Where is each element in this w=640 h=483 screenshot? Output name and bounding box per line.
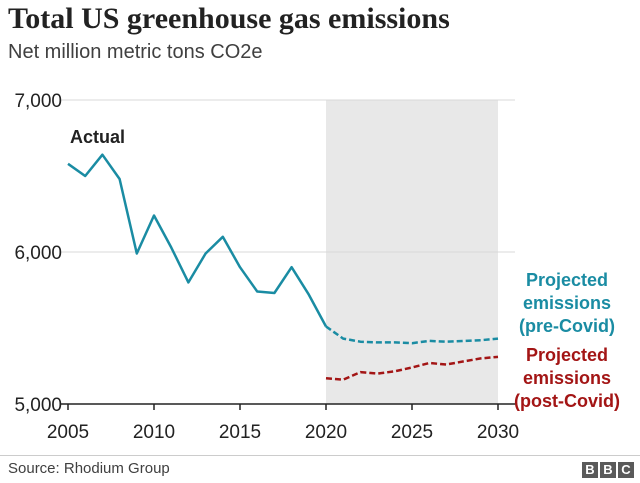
logo-letter: B	[582, 462, 598, 478]
annotation-post-covid: (post-Covid)	[514, 391, 620, 411]
x-tick-label: 2015	[219, 422, 261, 443]
x-tick-label: 2010	[133, 422, 175, 443]
chart-subtitle: Net million metric tons CO2e	[8, 41, 263, 63]
chart-title: Total US greenhouse gas emissions	[8, 2, 450, 35]
x-tick-label: 2025	[391, 422, 433, 443]
bbc-logo: B B C	[582, 462, 634, 478]
series-line-pre-covid	[325, 325, 499, 345]
x-tick-label: 2005	[47, 422, 89, 443]
y-tick-label: 6,000	[14, 243, 62, 264]
y-tick-label: 7,000	[14, 91, 62, 112]
annotation-pre-covid: emissions	[523, 293, 611, 313]
annotation-pre-covid: Projected	[526, 270, 608, 290]
footer-divider	[0, 455, 640, 456]
logo-letter: B	[600, 462, 616, 478]
source-note: Source: Rhodium Group	[8, 460, 170, 477]
logo-letter: C	[618, 462, 634, 478]
series-line-post-covid	[325, 355, 499, 381]
y-tick-label: 5,000	[14, 395, 62, 416]
x-tick-label: 2020	[305, 422, 347, 443]
annotation-actual: Actual	[70, 127, 125, 147]
annotation-pre-covid: (pre-Covid)	[519, 316, 615, 336]
x-tick-label: 2030	[477, 422, 519, 443]
annotation-post-covid: Projected	[526, 345, 608, 365]
series-line-actual	[67, 153, 328, 328]
annotation-post-covid: emissions	[523, 368, 611, 388]
